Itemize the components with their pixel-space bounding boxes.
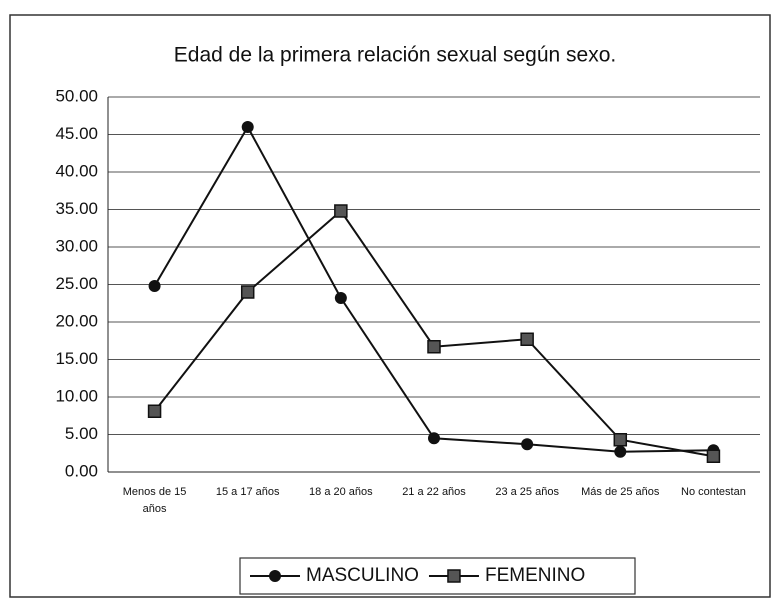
chart-border xyxy=(9,14,771,598)
legend-label: MASCULINO xyxy=(306,565,419,586)
y-tick-label: 35.00 xyxy=(55,199,98,218)
x-tick-label: No contestan xyxy=(681,486,746,498)
data-point xyxy=(334,292,347,304)
x-tick-label: 18 a 20 años xyxy=(309,486,373,498)
x-tick-label: Menos de 15 años xyxy=(122,486,187,515)
y-tick-label: 5.00 xyxy=(65,424,98,443)
legend-label: FEMENINO xyxy=(485,565,585,586)
y-tick-label: 50.00 xyxy=(55,86,98,105)
y-tick-label: 0.00 xyxy=(65,461,98,480)
data-point xyxy=(521,438,534,451)
y-tick-label: 20.00 xyxy=(55,311,98,330)
data-point xyxy=(147,404,162,418)
data-point xyxy=(148,280,161,292)
x-tick-label: 15 a 17 años xyxy=(215,486,280,498)
y-tick-label: 15.00 xyxy=(55,349,98,368)
legend-marker xyxy=(269,570,281,582)
data-point xyxy=(614,445,627,458)
data-point xyxy=(520,332,534,346)
data-point xyxy=(428,432,440,445)
data-point xyxy=(427,340,441,354)
y-tick-label: 45.00 xyxy=(55,124,98,143)
y-tick-label: 30.00 xyxy=(55,236,98,255)
data-point xyxy=(240,285,255,299)
data-point xyxy=(706,449,721,463)
x-tick-label: 23 a 25 años xyxy=(495,486,559,498)
y-tick-label: 25.00 xyxy=(55,274,98,293)
x-tick-label: Más de 25 años xyxy=(581,486,660,498)
chart-title: Edad de la primera relación sexual según… xyxy=(174,44,616,67)
y-tick-label: 40.00 xyxy=(55,161,98,180)
y-tick-label: 10.00 xyxy=(55,386,98,405)
data-point xyxy=(334,204,348,218)
legend-marker xyxy=(447,569,461,583)
data-point xyxy=(241,121,254,133)
x-tick-label: 21 a 22 años xyxy=(402,486,466,498)
legend-box xyxy=(239,557,636,595)
data-point xyxy=(613,433,628,447)
